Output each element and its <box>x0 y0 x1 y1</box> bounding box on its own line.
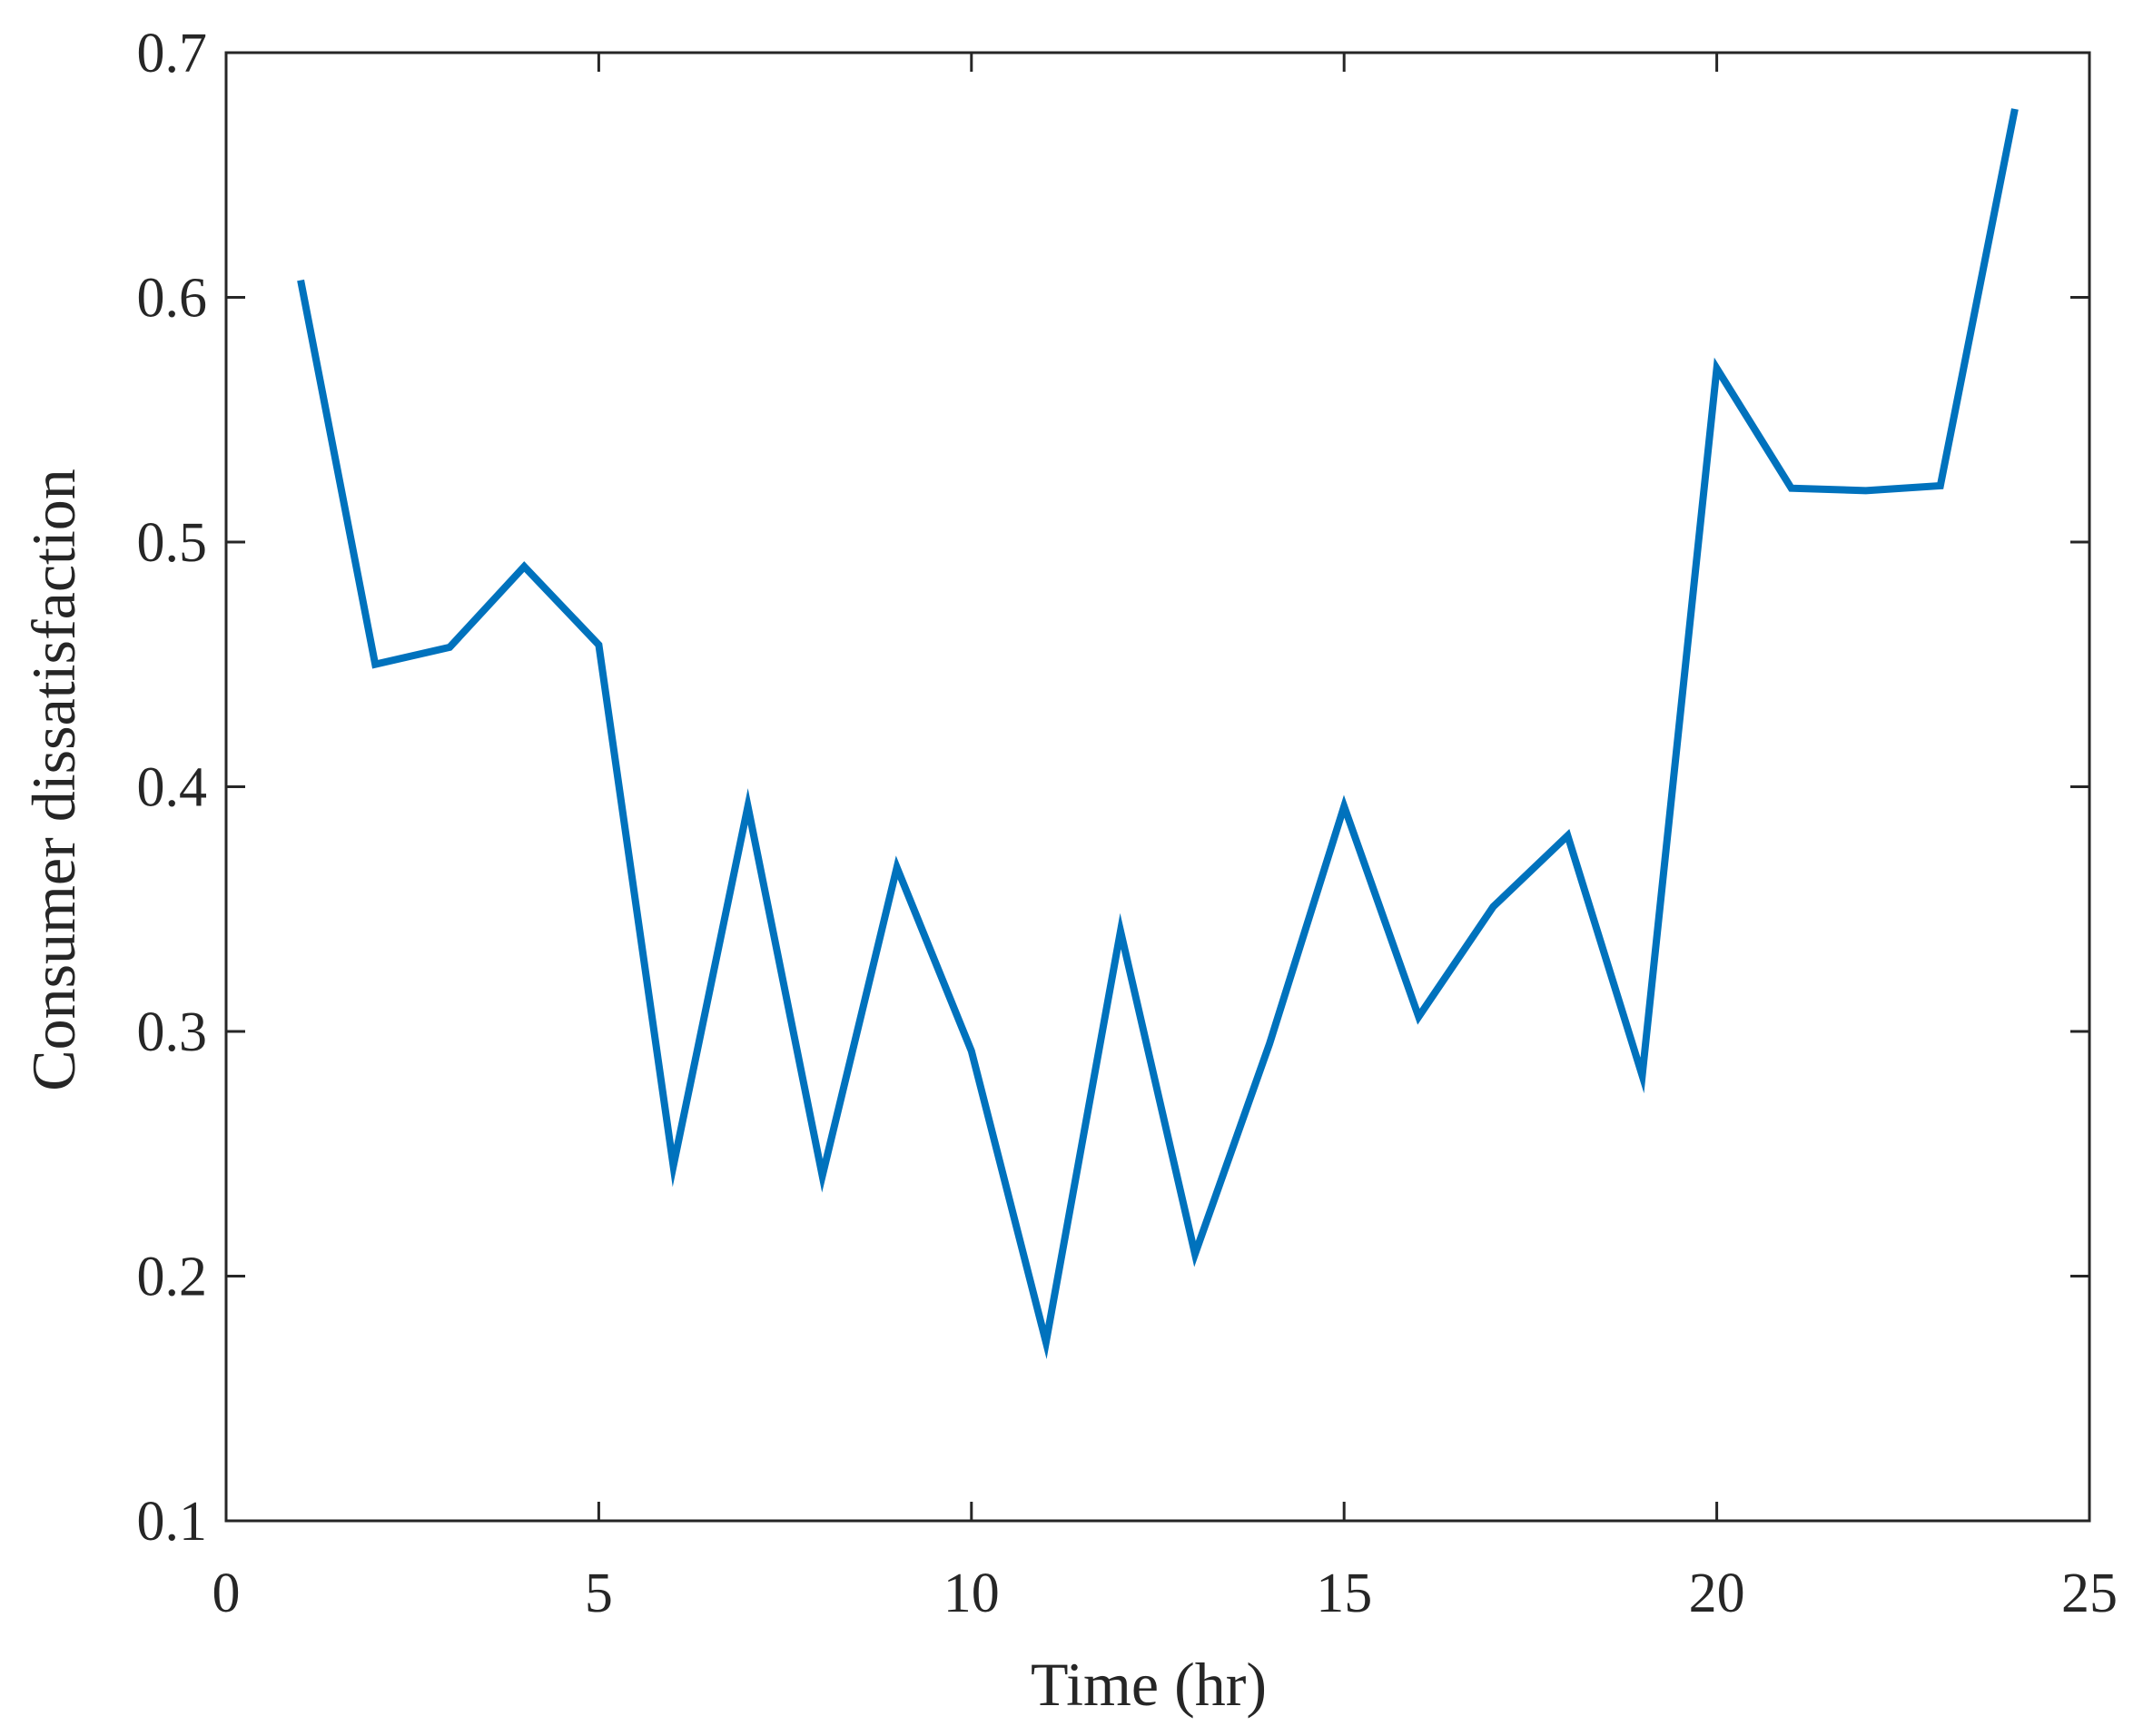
axis-ticks <box>224 51 2091 1523</box>
y-axis-label: Consumer dissatisfaction <box>19 469 88 1091</box>
y-tick-label: 0.4 <box>137 757 208 819</box>
x-tick-label: 25 <box>2061 1563 2118 1624</box>
y-tick-label: 0.7 <box>137 23 208 84</box>
tick-labels: 0 5 10 15 20 25 0.1 0.2 0.3 0.4 0.5 0.6 0.7 <box>137 23 2118 1624</box>
x-tick-label: 15 <box>1316 1563 1372 1624</box>
x-tick-label: 5 <box>585 1563 613 1624</box>
y-tick-label: 0.1 <box>137 1491 208 1553</box>
x-tick-label: 0 <box>212 1563 241 1624</box>
x-axis-label: Time (hr) <box>1031 1650 1267 1719</box>
x-tick-label: 20 <box>1689 1563 1745 1624</box>
axes-box <box>224 51 2091 1523</box>
series-line <box>297 108 2019 1360</box>
x-tick-label: 10 <box>943 1563 1000 1624</box>
plot-area <box>297 108 2019 1360</box>
y-tick-label: 0.2 <box>137 1247 208 1308</box>
y-tick-label: 0.6 <box>137 268 208 330</box>
y-tick-label: 0.5 <box>137 512 208 574</box>
y-tick-label: 0.3 <box>137 1001 208 1063</box>
